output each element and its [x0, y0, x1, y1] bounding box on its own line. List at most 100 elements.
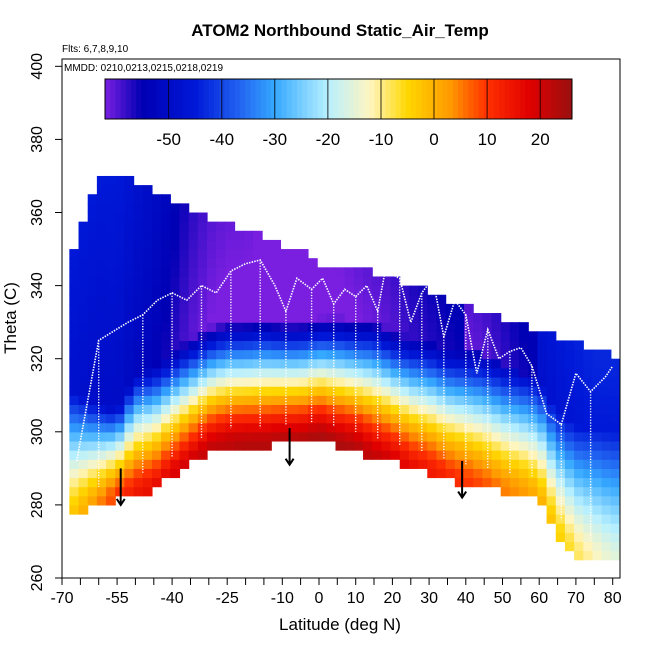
heatmap-cell — [96, 477, 107, 488]
heatmap-cell — [491, 386, 502, 396]
heatmap-cell — [197, 440, 208, 451]
heatmap-cell — [106, 303, 116, 314]
heatmap-cell — [216, 376, 226, 387]
heatmap-cell — [142, 303, 153, 314]
heatmap-cell — [115, 239, 126, 250]
heatmap-cell — [519, 322, 529, 332]
heatmap-cell — [207, 395, 217, 405]
heatmap-cell — [243, 230, 254, 241]
colorbar-swatch — [167, 79, 173, 119]
heatmap-cell — [427, 459, 438, 469]
heatmap-cell — [399, 404, 410, 415]
heatmap-cell — [252, 249, 263, 259]
heatmap-cell — [592, 514, 603, 524]
colorbar-swatch — [322, 79, 329, 119]
colorbar-swatch — [400, 79, 407, 119]
heatmap-cell — [408, 303, 419, 314]
heatmap-cell — [528, 404, 538, 415]
heatmap-cell — [344, 267, 355, 278]
heatmap-cell — [243, 267, 254, 278]
heatmap-cell — [243, 395, 254, 405]
colorbar-swatch — [328, 79, 334, 119]
heatmap-cell — [115, 386, 126, 396]
heatmap-cell — [124, 258, 135, 268]
heatmap-cell — [170, 239, 181, 250]
heatmap-cell — [151, 340, 162, 351]
heatmap-cell — [610, 367, 620, 378]
heatmap-cell — [500, 395, 511, 405]
heatmap-cell — [207, 386, 217, 396]
heatmap-cell — [353, 395, 364, 405]
heatmap-cell — [445, 404, 456, 415]
heatmap-cell — [482, 404, 493, 415]
heatmap-cell — [170, 422, 181, 433]
heatmap-cell — [390, 358, 401, 369]
colorbar-swatch — [540, 79, 547, 119]
heatmap-cell — [574, 386, 584, 396]
heatmap-cell — [243, 294, 254, 305]
heatmap-cell — [592, 395, 603, 405]
heatmap-cell — [583, 376, 594, 387]
heatmap-cell — [381, 285, 392, 296]
heatmap-cell — [271, 303, 282, 314]
colorbar-swatch — [255, 79, 262, 119]
heatmap-cell — [335, 349, 346, 360]
heatmap-cell — [216, 422, 226, 433]
heatmap-cell — [124, 413, 135, 424]
heatmap-cell — [418, 376, 428, 387]
heatmap-cell — [555, 340, 566, 351]
heatmap-cell — [390, 285, 401, 296]
heatmap-cell — [124, 185, 135, 195]
heatmap-cell — [124, 477, 135, 488]
heatmap-cell — [262, 340, 272, 351]
heatmap-cell — [289, 249, 300, 259]
colorbar-swatch — [380, 79, 386, 119]
heatmap-cell — [243, 239, 254, 250]
heatmap-cell — [583, 495, 594, 506]
heatmap-cell — [78, 276, 89, 287]
heatmap-cell — [207, 322, 217, 332]
colorbar-swatch — [551, 79, 557, 119]
heatmap-cell — [78, 267, 89, 278]
heatmap-cell — [87, 203, 98, 214]
colorbar-swatch — [276, 79, 282, 119]
heatmap-cell — [555, 523, 566, 533]
heatmap-cell — [161, 459, 171, 469]
heatmap-cell — [133, 185, 144, 195]
heatmap-cell — [555, 386, 566, 396]
heatmap-cell — [69, 331, 80, 342]
heatmap-cell — [96, 313, 107, 323]
heatmap-cell — [106, 431, 116, 442]
heatmap-cell — [436, 313, 447, 323]
heatmap-cell — [142, 358, 153, 369]
heatmap-cell — [262, 249, 272, 259]
heatmap-cell — [528, 413, 538, 424]
heatmap-cell — [344, 404, 355, 415]
heatmap-cell — [372, 450, 382, 460]
heatmap-cell — [418, 440, 428, 451]
heatmap-cell — [500, 486, 511, 497]
heatmap-cell — [335, 313, 346, 323]
profile-track-line — [75, 259, 614, 462]
heatmap-cell — [179, 230, 190, 241]
heatmap-cell — [87, 249, 98, 259]
heatmap-cell — [473, 404, 483, 415]
heatmap-cell — [491, 431, 502, 442]
heatmap-cell — [592, 431, 603, 442]
heatmap-cell — [133, 203, 144, 214]
heatmap-cell — [353, 413, 364, 424]
heatmap-cell — [271, 413, 282, 424]
heatmap-cell — [207, 440, 217, 451]
heatmap-cell — [133, 303, 144, 314]
heatmap-cell — [363, 376, 373, 387]
heatmap-cell — [353, 404, 364, 415]
heatmap-cell — [188, 285, 199, 296]
heatmap-cell — [142, 422, 153, 433]
heatmap-cell — [142, 258, 153, 268]
heatmap-cell — [252, 258, 263, 268]
heatmap-cell — [436, 386, 447, 396]
heatmap-cell — [234, 267, 245, 278]
heatmap-cell — [151, 249, 162, 259]
heatmap-cell — [151, 386, 162, 396]
heatmap-cell — [546, 468, 557, 479]
